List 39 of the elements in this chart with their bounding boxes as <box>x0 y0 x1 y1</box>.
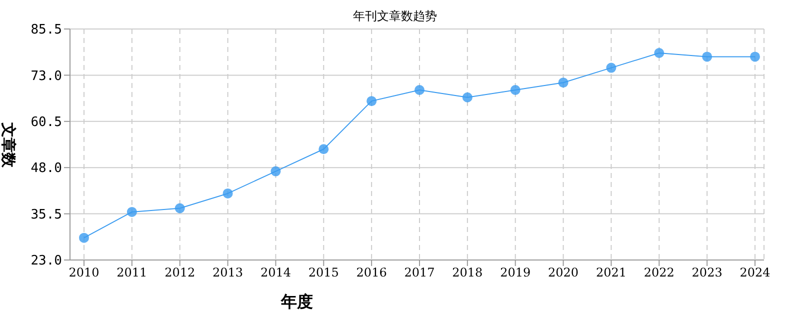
point <box>222 188 233 198</box>
x-tick-label: 2018 <box>452 266 483 280</box>
x-tick-label: 2019 <box>500 266 531 280</box>
y-tick-label: 60.5 <box>30 115 62 130</box>
y-tick-label: 48.0 <box>30 161 62 176</box>
y-axis-title: 文章数 <box>0 122 18 168</box>
x-axis-title: 年度 <box>280 292 314 313</box>
y-tick-label: 73.0 <box>30 68 62 84</box>
point <box>318 144 329 154</box>
point <box>750 52 760 62</box>
point <box>126 206 137 217</box>
x-tick-label: 2024 <box>740 266 771 280</box>
x-tick-label: 2022 <box>644 266 674 280</box>
point <box>79 232 89 243</box>
point <box>174 203 185 214</box>
point <box>558 78 568 88</box>
y-tick-label: 85.5 <box>30 22 62 38</box>
point <box>606 62 616 73</box>
point <box>462 92 472 102</box>
point <box>270 166 281 176</box>
point <box>366 96 377 106</box>
x-tick-label: 2011 <box>116 266 148 280</box>
x-tick-label: 2017 <box>404 266 435 280</box>
x-tick-label: 2020 <box>548 266 579 280</box>
point <box>414 84 424 95</box>
x-tick-label: 2010 <box>68 266 100 280</box>
x-tick-label: 2014 <box>260 266 292 280</box>
x-tick-label: 2016 <box>356 266 387 280</box>
x-tick-label: 2012 <box>164 266 196 280</box>
y-tick-label: 35.5 <box>30 207 62 222</box>
x-tick-label: 2023 <box>692 266 722 280</box>
x-tick-label: 2015 <box>308 266 339 280</box>
x-tick-label: 2021 <box>596 266 626 280</box>
chart-title: 年刊文章数趋势 <box>353 9 437 23</box>
y-tick-label: 23.0 <box>30 254 62 269</box>
point <box>510 84 520 95</box>
x-tick-label: 2013 <box>212 266 244 280</box>
point <box>654 48 664 58</box>
point <box>702 52 712 62</box>
